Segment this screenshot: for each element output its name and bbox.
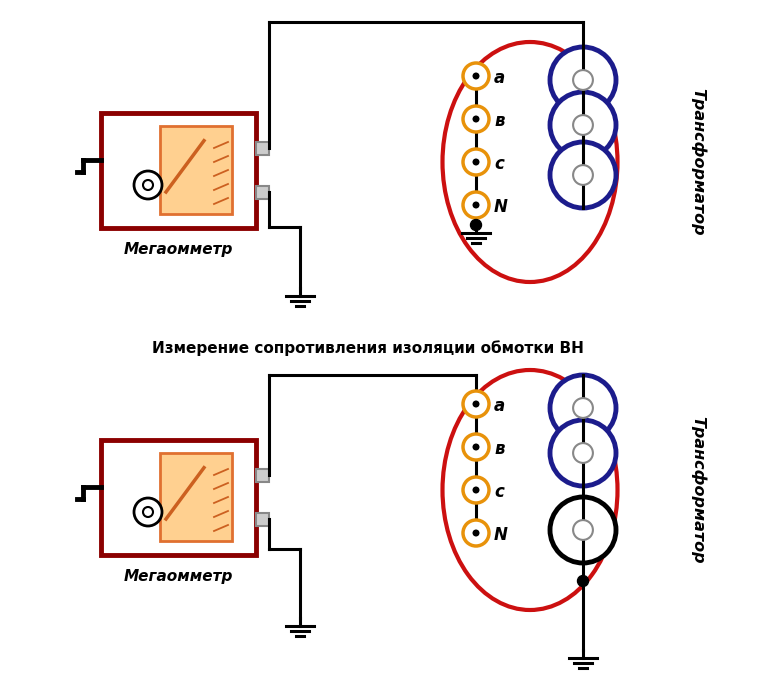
Text: Мегаомметр: Мегаомметр (123, 242, 233, 257)
Circle shape (473, 159, 480, 165)
Text: Измерение сопротивления изоляции обмотки ВН: Измерение сопротивления изоляции обмотки… (152, 340, 584, 356)
Circle shape (578, 575, 588, 586)
Text: в: в (494, 112, 505, 130)
Text: a: a (494, 397, 505, 415)
Ellipse shape (442, 370, 617, 610)
Bar (100, 439, 255, 554)
Ellipse shape (442, 42, 617, 282)
Circle shape (550, 47, 616, 113)
Circle shape (134, 498, 162, 526)
Circle shape (143, 507, 153, 517)
Circle shape (463, 477, 489, 503)
Circle shape (463, 63, 489, 89)
Bar (100, 112, 255, 227)
Text: a: a (494, 69, 505, 87)
Circle shape (550, 420, 616, 486)
Circle shape (573, 398, 593, 418)
Text: Мегаомметр: Мегаомметр (123, 569, 233, 584)
Bar (255, 142, 268, 155)
Circle shape (473, 530, 480, 537)
Circle shape (473, 202, 480, 208)
Circle shape (463, 391, 489, 417)
Circle shape (463, 106, 489, 132)
Circle shape (550, 92, 616, 158)
Bar (160, 126, 232, 214)
Text: N: N (494, 526, 508, 544)
Text: Трансформатор: Трансформатор (690, 416, 706, 564)
Circle shape (470, 219, 482, 230)
Circle shape (463, 520, 489, 546)
Text: в: в (494, 440, 505, 458)
Bar (255, 513, 268, 526)
Text: Трансформатор: Трансформатор (690, 88, 706, 236)
Circle shape (463, 434, 489, 460)
Circle shape (473, 486, 480, 494)
Circle shape (550, 375, 616, 441)
Bar (255, 469, 268, 481)
Circle shape (550, 142, 616, 208)
Circle shape (473, 72, 480, 80)
Circle shape (473, 116, 480, 123)
Text: c: c (494, 483, 504, 501)
Circle shape (573, 165, 593, 185)
Circle shape (550, 497, 616, 563)
Circle shape (463, 192, 489, 218)
Circle shape (573, 520, 593, 540)
Circle shape (463, 149, 489, 175)
Circle shape (573, 70, 593, 90)
Bar (160, 453, 232, 541)
Bar (255, 185, 268, 198)
Circle shape (134, 171, 162, 199)
Circle shape (573, 443, 593, 463)
Text: c: c (494, 155, 504, 173)
Circle shape (473, 443, 480, 451)
Text: N: N (494, 198, 508, 216)
Circle shape (573, 115, 593, 135)
Circle shape (473, 400, 480, 407)
Circle shape (143, 180, 153, 190)
